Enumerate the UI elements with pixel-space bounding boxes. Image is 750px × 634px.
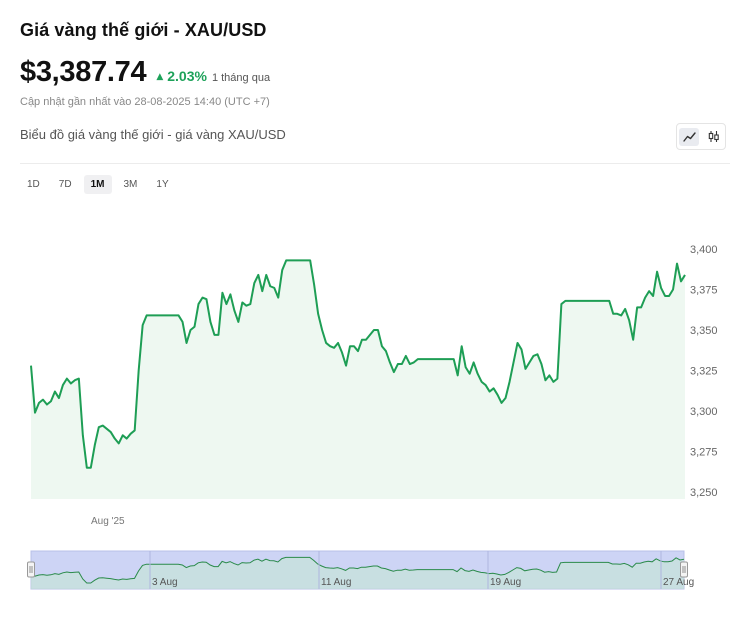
price-change: ▲ 2.03% 1 tháng qua bbox=[156, 68, 270, 84]
price-area-fill bbox=[31, 260, 685, 499]
chart-type-toggle bbox=[676, 123, 726, 150]
navigator-area bbox=[31, 557, 684, 589]
price-series-line bbox=[30, 259, 686, 469]
last-updated: Cập nhật gần nhất vào 28-08-2025 14:40 (… bbox=[20, 96, 270, 108]
y-tick-label: 3,350 bbox=[690, 325, 718, 337]
candlestick-icon bbox=[708, 131, 719, 142]
range-1m[interactable]: 1M bbox=[83, 175, 112, 194]
current-price: $3,387.74 bbox=[20, 56, 147, 88]
y-tick-label: 3,325 bbox=[690, 366, 718, 378]
y-tick-label: 3,275 bbox=[690, 447, 718, 459]
y-tick-label: 3,300 bbox=[690, 406, 718, 418]
candlestick-chart-button[interactable] bbox=[703, 128, 723, 146]
up-arrow-icon: ▲ bbox=[156, 72, 164, 82]
change-period: 1 tháng qua bbox=[211, 72, 271, 84]
navigator-tick-label: 19 Aug bbox=[490, 577, 521, 588]
y-tick-label: 3,400 bbox=[690, 244, 718, 256]
price-row: $3,387.74 ▲ 2.03% 1 tháng qua bbox=[20, 56, 270, 89]
range-1y[interactable]: 1Y bbox=[156, 179, 169, 190]
y-tick-label: 3,250 bbox=[690, 487, 718, 499]
line-chart-button[interactable] bbox=[679, 127, 699, 146]
navigator-right-handle[interactable] bbox=[680, 561, 688, 578]
range-3m[interactable]: 3M bbox=[123, 179, 138, 190]
navigator-tick-label: 3 Aug bbox=[152, 577, 178, 588]
change-percent: 2.03% bbox=[167, 68, 207, 84]
x-tick-label: Aug '25 bbox=[91, 516, 125, 527]
range-selector: 1D 7D 1M 3M 1Y bbox=[20, 175, 181, 194]
y-tick-label: 3,375 bbox=[690, 285, 718, 297]
divider bbox=[20, 163, 730, 164]
navigator-left-handle[interactable] bbox=[27, 561, 35, 578]
line-chart-icon bbox=[682, 131, 696, 142]
navigator-tick-label: 27 Aug bbox=[663, 577, 694, 588]
page-title: Giá vàng thế giới - XAU/USD bbox=[20, 20, 267, 40]
range-7d[interactable]: 7D bbox=[58, 179, 72, 190]
navigator-line bbox=[30, 556, 685, 584]
range-1d[interactable]: 1D bbox=[27, 179, 40, 190]
chart-heading: Biểu đồ giá vàng thế giới - giá vàng XAU… bbox=[20, 127, 286, 142]
navigator-tick-label: 11 Aug bbox=[321, 577, 351, 588]
